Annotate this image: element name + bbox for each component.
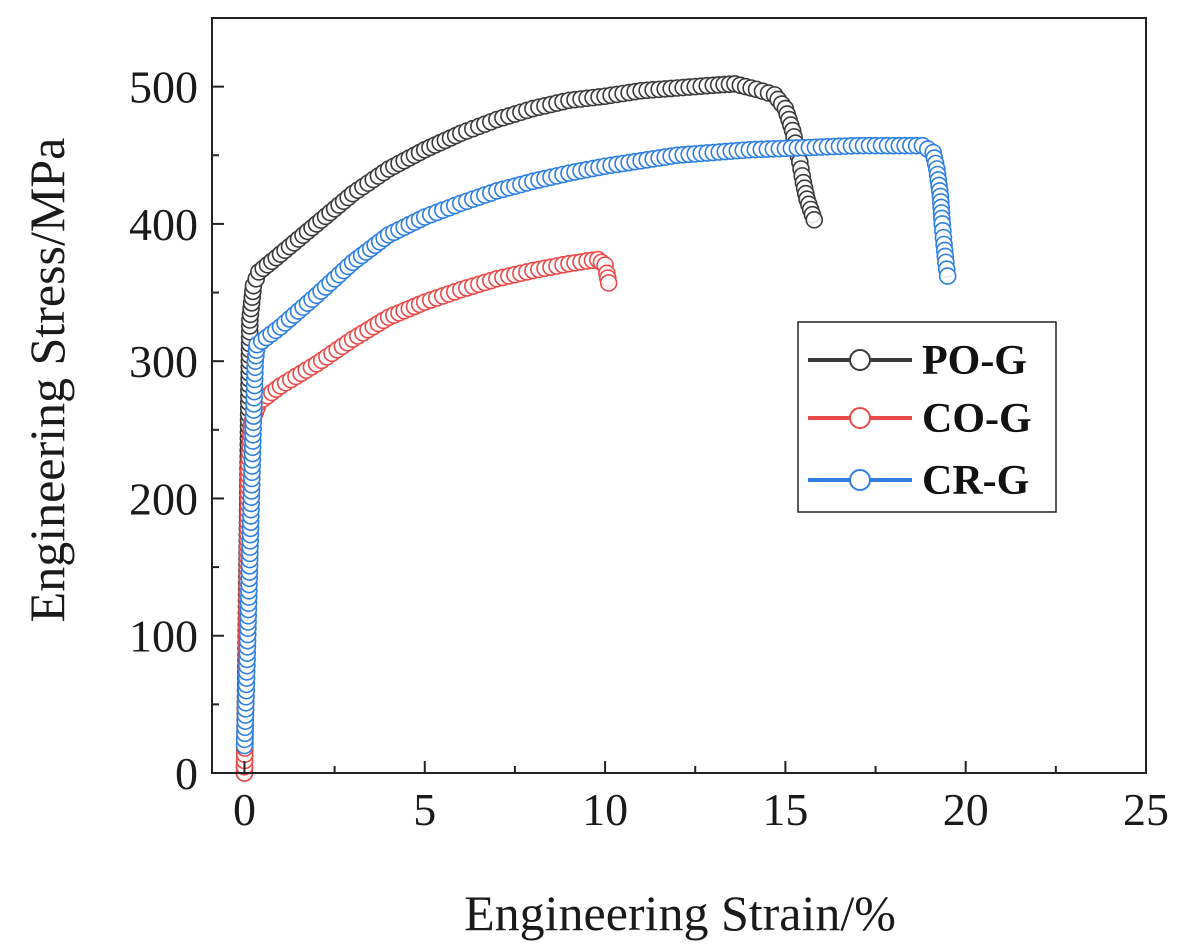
x-tick-label: 20 [943,784,989,835]
y-tick-label: 400 [129,199,198,250]
legend-label-cr-g: CR-G [922,458,1029,504]
legend-item-cr-g: CR-G [808,458,1029,504]
y-tick-label: 0 [175,748,198,799]
y-tick-label: 200 [129,473,198,524]
legend-label-po-g: PO-G [922,338,1027,384]
x-tick-label: 5 [413,784,436,835]
x-tick-label: 10 [582,784,628,835]
plot-layer [235,75,957,782]
x-tick-label: 0 [233,784,256,835]
y-tick-label: 300 [129,336,198,387]
legend-marker-po-g [849,349,871,371]
x-tick-label: 25 [1123,784,1169,835]
legend: PO-G CO-G CR-G [797,321,1057,513]
y-tick-label: 100 [129,611,198,662]
legend-item-co-g: CO-G [808,396,1032,442]
legend-item-po-g: PO-G [808,338,1027,384]
legend-label-co-g: CO-G [922,396,1032,442]
y-axis-title: Engineering Stress/MPa [19,138,75,623]
ticks-layer: 0 5 10 15 20 25 0 100 200 300 400 500 [129,17,1169,835]
series-co-g [235,250,618,782]
data-point-co-g [599,274,618,292]
series-line-co-g [242,257,611,774]
y-tick-label: 500 [129,62,198,113]
series-cr-g [235,136,957,755]
x-tick-label: 15 [762,784,808,835]
legend-marker-cr-g [849,469,871,491]
legend-marker-co-g [849,407,871,429]
data-point-po-g [805,210,824,229]
data-point-cr-g [938,267,957,285]
x-axis-title: Engineering Strain/% [464,885,896,941]
plot-frame [211,17,1147,774]
